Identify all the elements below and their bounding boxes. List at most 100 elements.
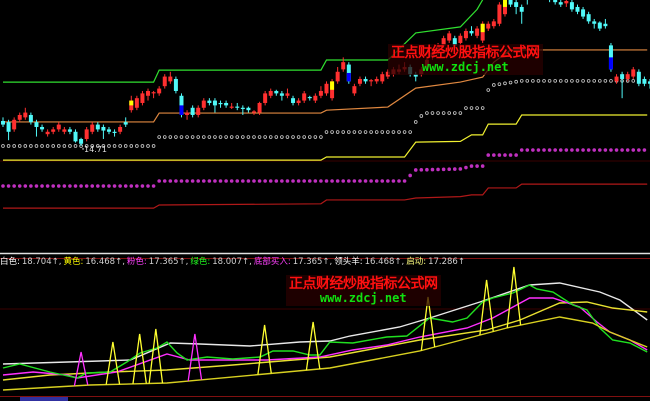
candle-body [56,124,61,130]
indicator-dot [386,130,390,134]
legend-label: 绿色: [190,257,211,267]
indicator-dot [73,184,78,188]
indicator-dot [190,135,195,139]
indicator-dot [553,79,557,83]
candle-body [341,62,346,70]
indicator-dot [6,184,11,188]
watermark-url: www.zdcj.net [421,60,509,74]
indicator-dot [413,168,418,172]
indicator-dot [79,184,83,188]
indicator-dot [519,148,524,152]
indicator-dot [497,82,502,86]
candle-body [84,129,89,139]
indicator-dot [469,164,474,168]
candle-body [140,93,145,103]
indicator-dot [96,144,100,148]
indicator-dot [224,179,228,183]
candle-body [614,76,619,82]
indicator-dot [330,130,334,134]
indicator-dot [1,144,5,148]
indicator-dot [402,130,407,134]
indicator-dot [447,167,452,172]
candle-body [218,102,223,105]
indicator-dot [268,179,273,183]
indicator-dot [84,144,89,148]
indicator-dot [157,135,161,139]
indicator-dot [257,179,262,183]
indicator-dot [135,184,139,188]
indicator-dot [319,135,323,139]
indicator-dot [363,130,368,134]
indicator-dot [68,184,72,188]
candle-body [263,93,268,103]
indicator-dot [603,148,608,152]
indicator-dot [229,179,234,183]
candle-body [157,88,162,94]
indicator-dot [452,111,457,115]
legend-label: 白色: [0,257,20,267]
indicator-dot [313,179,318,183]
candle-body [224,102,229,106]
indicator-dot [452,167,457,171]
indicator-dot [547,79,552,83]
indicator-dot [363,179,368,183]
candle-body [642,78,647,84]
legend-label: 底部买入: [253,257,291,267]
indicator-dot [369,130,373,134]
indicator-dot [374,179,379,183]
indicator-dot [56,184,61,188]
legend-value: 17.365↑, [292,257,333,267]
indicator-dot [162,135,167,139]
signal-yellow-mark [129,100,134,106]
indicator-dot [625,148,630,152]
candle-body [508,0,513,5]
watermark-indicator: 正点财经炒股指标公式网 www.zdcj.net [286,275,441,306]
candle-body [307,96,312,99]
legend-value: 18.007↑, [212,257,252,267]
candle-body [106,129,111,132]
indicator-dot [96,184,100,188]
signal-yellow-mark [480,23,485,33]
candle-body [603,23,608,27]
indicator-dot [218,179,223,183]
indicator-dot [90,144,95,148]
indicator-dot [352,130,357,134]
indicator-dot [369,179,373,183]
indicator-dot [179,179,184,183]
signal-yellow-mark [502,0,507,7]
indicator-dot [257,135,262,139]
indicator-dot [73,144,78,148]
indicator-dot [503,153,507,157]
candle-body [291,98,296,103]
indicator-dot [324,179,329,183]
indicator-dot [475,164,479,168]
indicator-dot [441,167,446,172]
indicator-dot [330,179,334,183]
signal-yellow-mark [330,81,335,90]
signal-spike [479,279,494,336]
indicator-dot [536,79,541,83]
candle-body [648,81,650,84]
indicator-dot [430,167,435,172]
indicator-dot [592,148,597,152]
candle-body [335,71,340,82]
indicator-dot [358,130,362,134]
candle-body [363,78,368,82]
indicator-dot [218,135,223,139]
indicator-dot [274,135,279,139]
indicator-dot [620,148,624,152]
candle-body [73,131,78,142]
indicator-dot [201,179,206,183]
candle-body [620,74,625,79]
candle-body [28,114,33,123]
indicator-dot [514,79,518,84]
indicator-dot [185,179,189,183]
indicator-dot [1,184,5,188]
indicator-dot [408,173,412,178]
indicator-dot [151,144,156,148]
indicator-dot [29,144,33,148]
watermark-url: www.zdcj.net [319,291,407,305]
indicator-dot [642,148,647,152]
